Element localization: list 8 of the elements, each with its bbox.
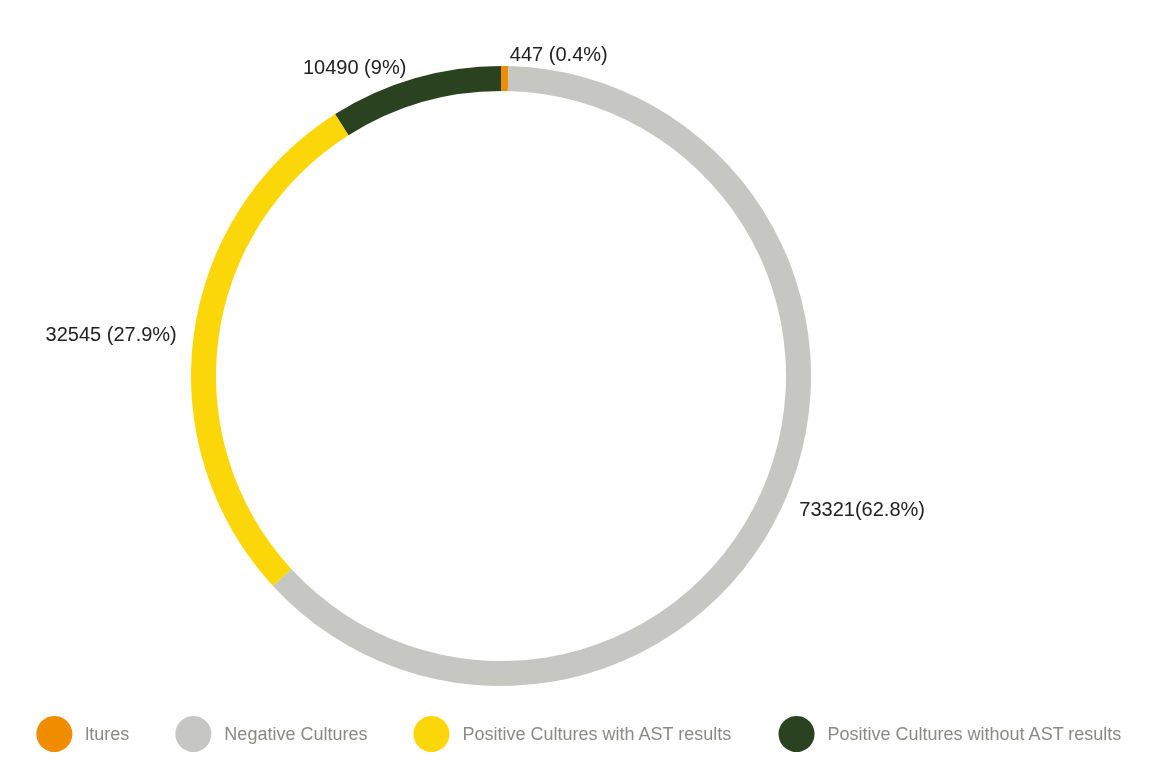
data-label: 73321(62.8%) (799, 497, 925, 520)
data-label: 447 (0.4%) (509, 43, 608, 66)
legend-label: Positive Cultures with AST results (462, 724, 732, 744)
legend-label: Positive Cultures without AST results (827, 724, 1122, 744)
data-label: 10490 (9%) (302, 55, 407, 78)
legend-label: Negative Cultures (224, 724, 368, 744)
legend-label: ltures (85, 724, 130, 744)
data-label: 32545 (27.9%) (45, 322, 177, 345)
